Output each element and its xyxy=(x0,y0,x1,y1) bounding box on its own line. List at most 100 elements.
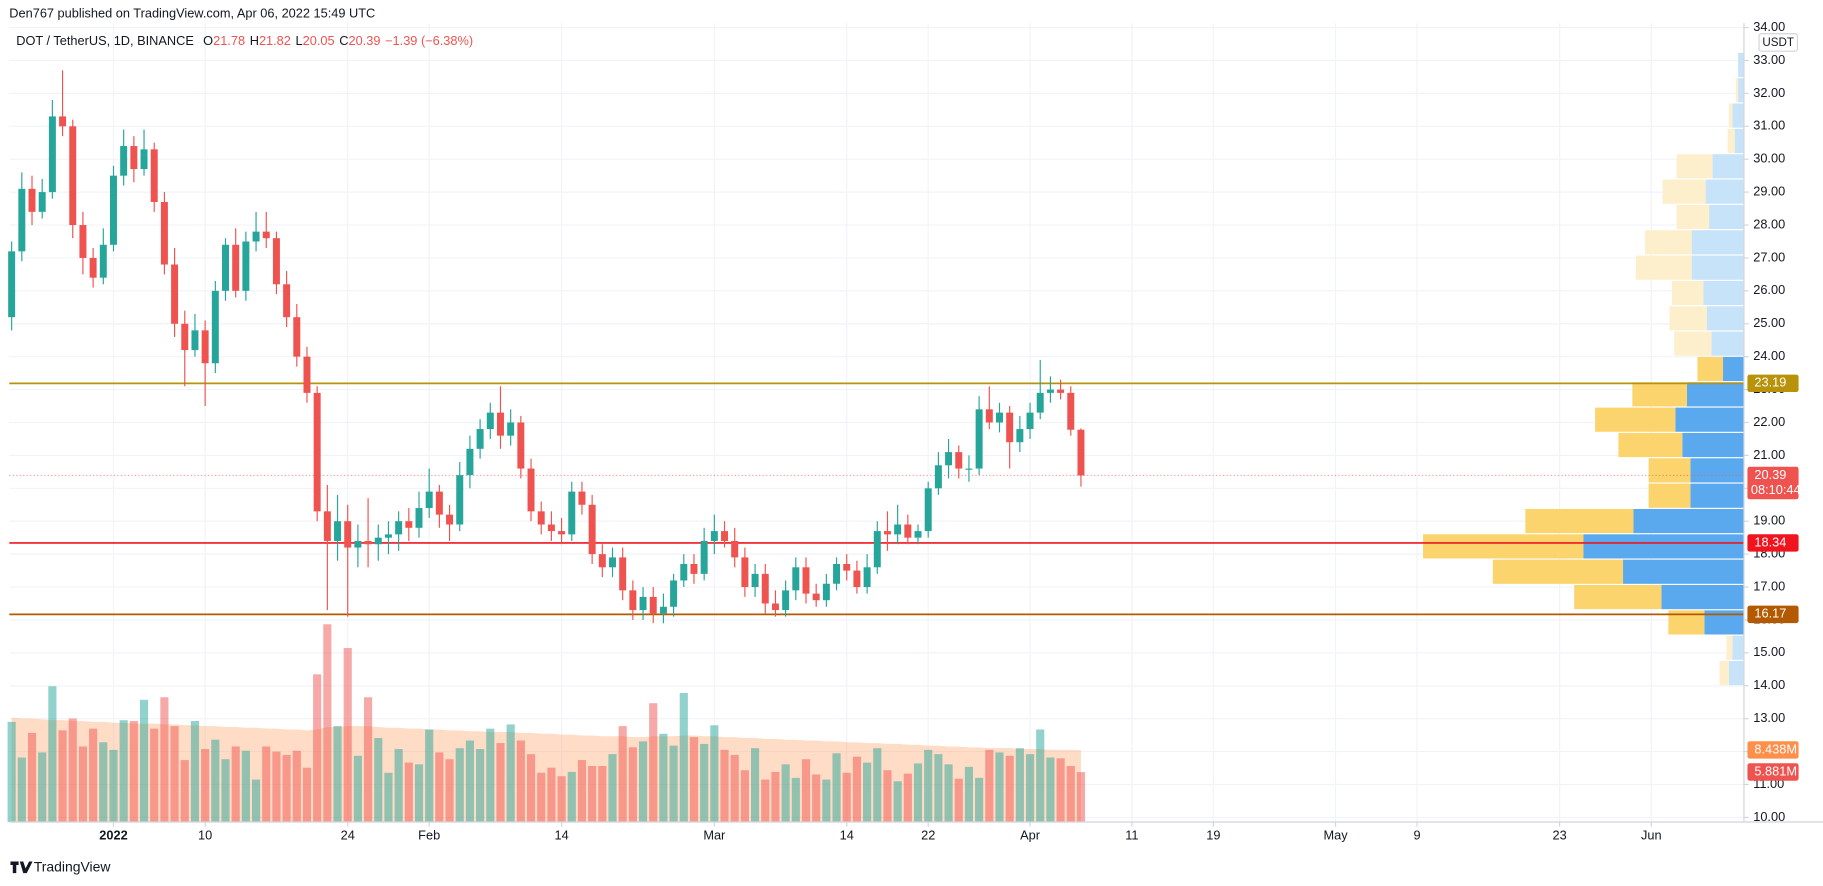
y-tick-label: 21.00 xyxy=(1753,447,1785,462)
volume-bar xyxy=(924,749,933,823)
volume-label: 5.881M xyxy=(1754,763,1797,778)
candle-body xyxy=(537,511,545,525)
volume-bar xyxy=(954,778,963,823)
profile-down xyxy=(1618,432,1683,458)
candle-body xyxy=(384,534,392,538)
candle-body xyxy=(293,317,301,357)
volume-bar xyxy=(720,749,729,823)
level-label-box xyxy=(1747,605,1799,624)
profile-up xyxy=(1705,179,1744,204)
profile-up xyxy=(1690,483,1744,508)
volume-bar xyxy=(567,771,576,823)
volume-bar xyxy=(486,728,495,823)
y-tick-label: 25.00 xyxy=(1753,315,1785,330)
candle-body xyxy=(588,504,596,555)
candle-body xyxy=(517,422,525,469)
volume-bar xyxy=(781,764,790,823)
profile-up xyxy=(1686,382,1744,407)
profile-down xyxy=(1632,382,1687,407)
volume-bar xyxy=(771,771,780,823)
level-label: 16.17 xyxy=(1754,606,1786,621)
x-tick-label: 9 xyxy=(1413,827,1420,842)
profile-down xyxy=(1676,154,1713,179)
profile-down xyxy=(1728,103,1733,128)
volume-bar xyxy=(598,766,607,823)
volume-bar xyxy=(1066,766,1075,823)
volume-bar xyxy=(129,721,138,823)
candle-body xyxy=(252,231,260,242)
candle-body xyxy=(629,590,637,611)
volume-bar xyxy=(364,697,373,823)
volume-ma-label-box xyxy=(1747,741,1799,759)
candle-body xyxy=(833,564,841,584)
x-tick-label: 11 xyxy=(1125,827,1138,842)
volume-bar xyxy=(7,721,16,823)
candle-body xyxy=(211,290,219,364)
candle-body xyxy=(771,603,779,611)
price-pane xyxy=(7,52,1744,823)
candle-body xyxy=(59,116,67,127)
volume-bar xyxy=(842,772,851,823)
volume-bar xyxy=(547,767,556,823)
x-tick-label: Jun xyxy=(1641,827,1662,842)
volume-bar xyxy=(985,749,994,823)
candle-body xyxy=(996,412,1003,423)
y-tick-label: 29.00 xyxy=(1753,183,1785,198)
volume-bar xyxy=(873,748,882,823)
x-tick-label: Mar xyxy=(703,827,726,842)
candle-body xyxy=(79,225,87,258)
last-price-label-countdown: 08:10:44 xyxy=(1751,482,1801,497)
volume-bar xyxy=(903,773,912,823)
legend-high: 21.82 xyxy=(259,33,291,48)
candle-body xyxy=(109,175,117,245)
volume-bar xyxy=(231,746,240,823)
candle-body xyxy=(446,514,454,525)
volume-bar xyxy=(445,759,454,823)
profile-up xyxy=(1623,559,1744,584)
candle-body xyxy=(1036,392,1044,413)
candle-body xyxy=(334,521,342,541)
profile-down xyxy=(1662,179,1706,204)
volume-bar xyxy=(995,752,1004,823)
profile-down xyxy=(1674,331,1712,356)
legend: DOT / TetherUS, 1D, BINANCE O21.78 H21.82 L… xyxy=(16,33,473,48)
price-axis: 10.0011.0012.0013.0014.0015.0016.0017.00… xyxy=(1743,19,1801,824)
candle-body xyxy=(843,564,851,571)
profile-up xyxy=(1675,407,1744,432)
profile-up xyxy=(1691,230,1744,255)
x-tick-label: 14 xyxy=(554,827,568,842)
candle-body xyxy=(354,540,362,548)
volume-bar xyxy=(649,703,658,823)
currency-box xyxy=(1758,33,1799,52)
legend-close: 20.39 xyxy=(348,33,380,48)
candle-body xyxy=(476,429,484,449)
candle-body xyxy=(914,531,922,538)
candle-body xyxy=(415,508,423,528)
volume-bar xyxy=(618,726,627,823)
volume-bar xyxy=(577,760,587,823)
candle-body xyxy=(883,531,891,535)
candle-body xyxy=(150,149,158,202)
candle-body xyxy=(99,244,107,278)
volume-bar xyxy=(1025,754,1035,823)
candle-body xyxy=(1026,412,1034,430)
volume-bar xyxy=(608,754,617,823)
volume-bar xyxy=(262,746,271,823)
volume-bar xyxy=(476,749,485,823)
volume-bar xyxy=(353,755,362,823)
volume-bar xyxy=(384,772,393,823)
volume-bar xyxy=(374,737,383,823)
volume-bar xyxy=(913,763,923,823)
volume-bar xyxy=(170,726,179,823)
candle-body xyxy=(751,573,759,588)
profile-up xyxy=(1690,458,1744,483)
volume-bar xyxy=(944,764,953,823)
candle-body xyxy=(140,149,148,170)
candle-body xyxy=(975,409,983,469)
candle-body xyxy=(120,146,128,176)
y-tick-label: 27.00 xyxy=(1753,249,1785,264)
volume-bar xyxy=(689,737,699,823)
y-tick-label: 14.00 xyxy=(1753,677,1785,692)
volume-bar xyxy=(78,746,88,823)
volume-bar xyxy=(852,756,861,823)
